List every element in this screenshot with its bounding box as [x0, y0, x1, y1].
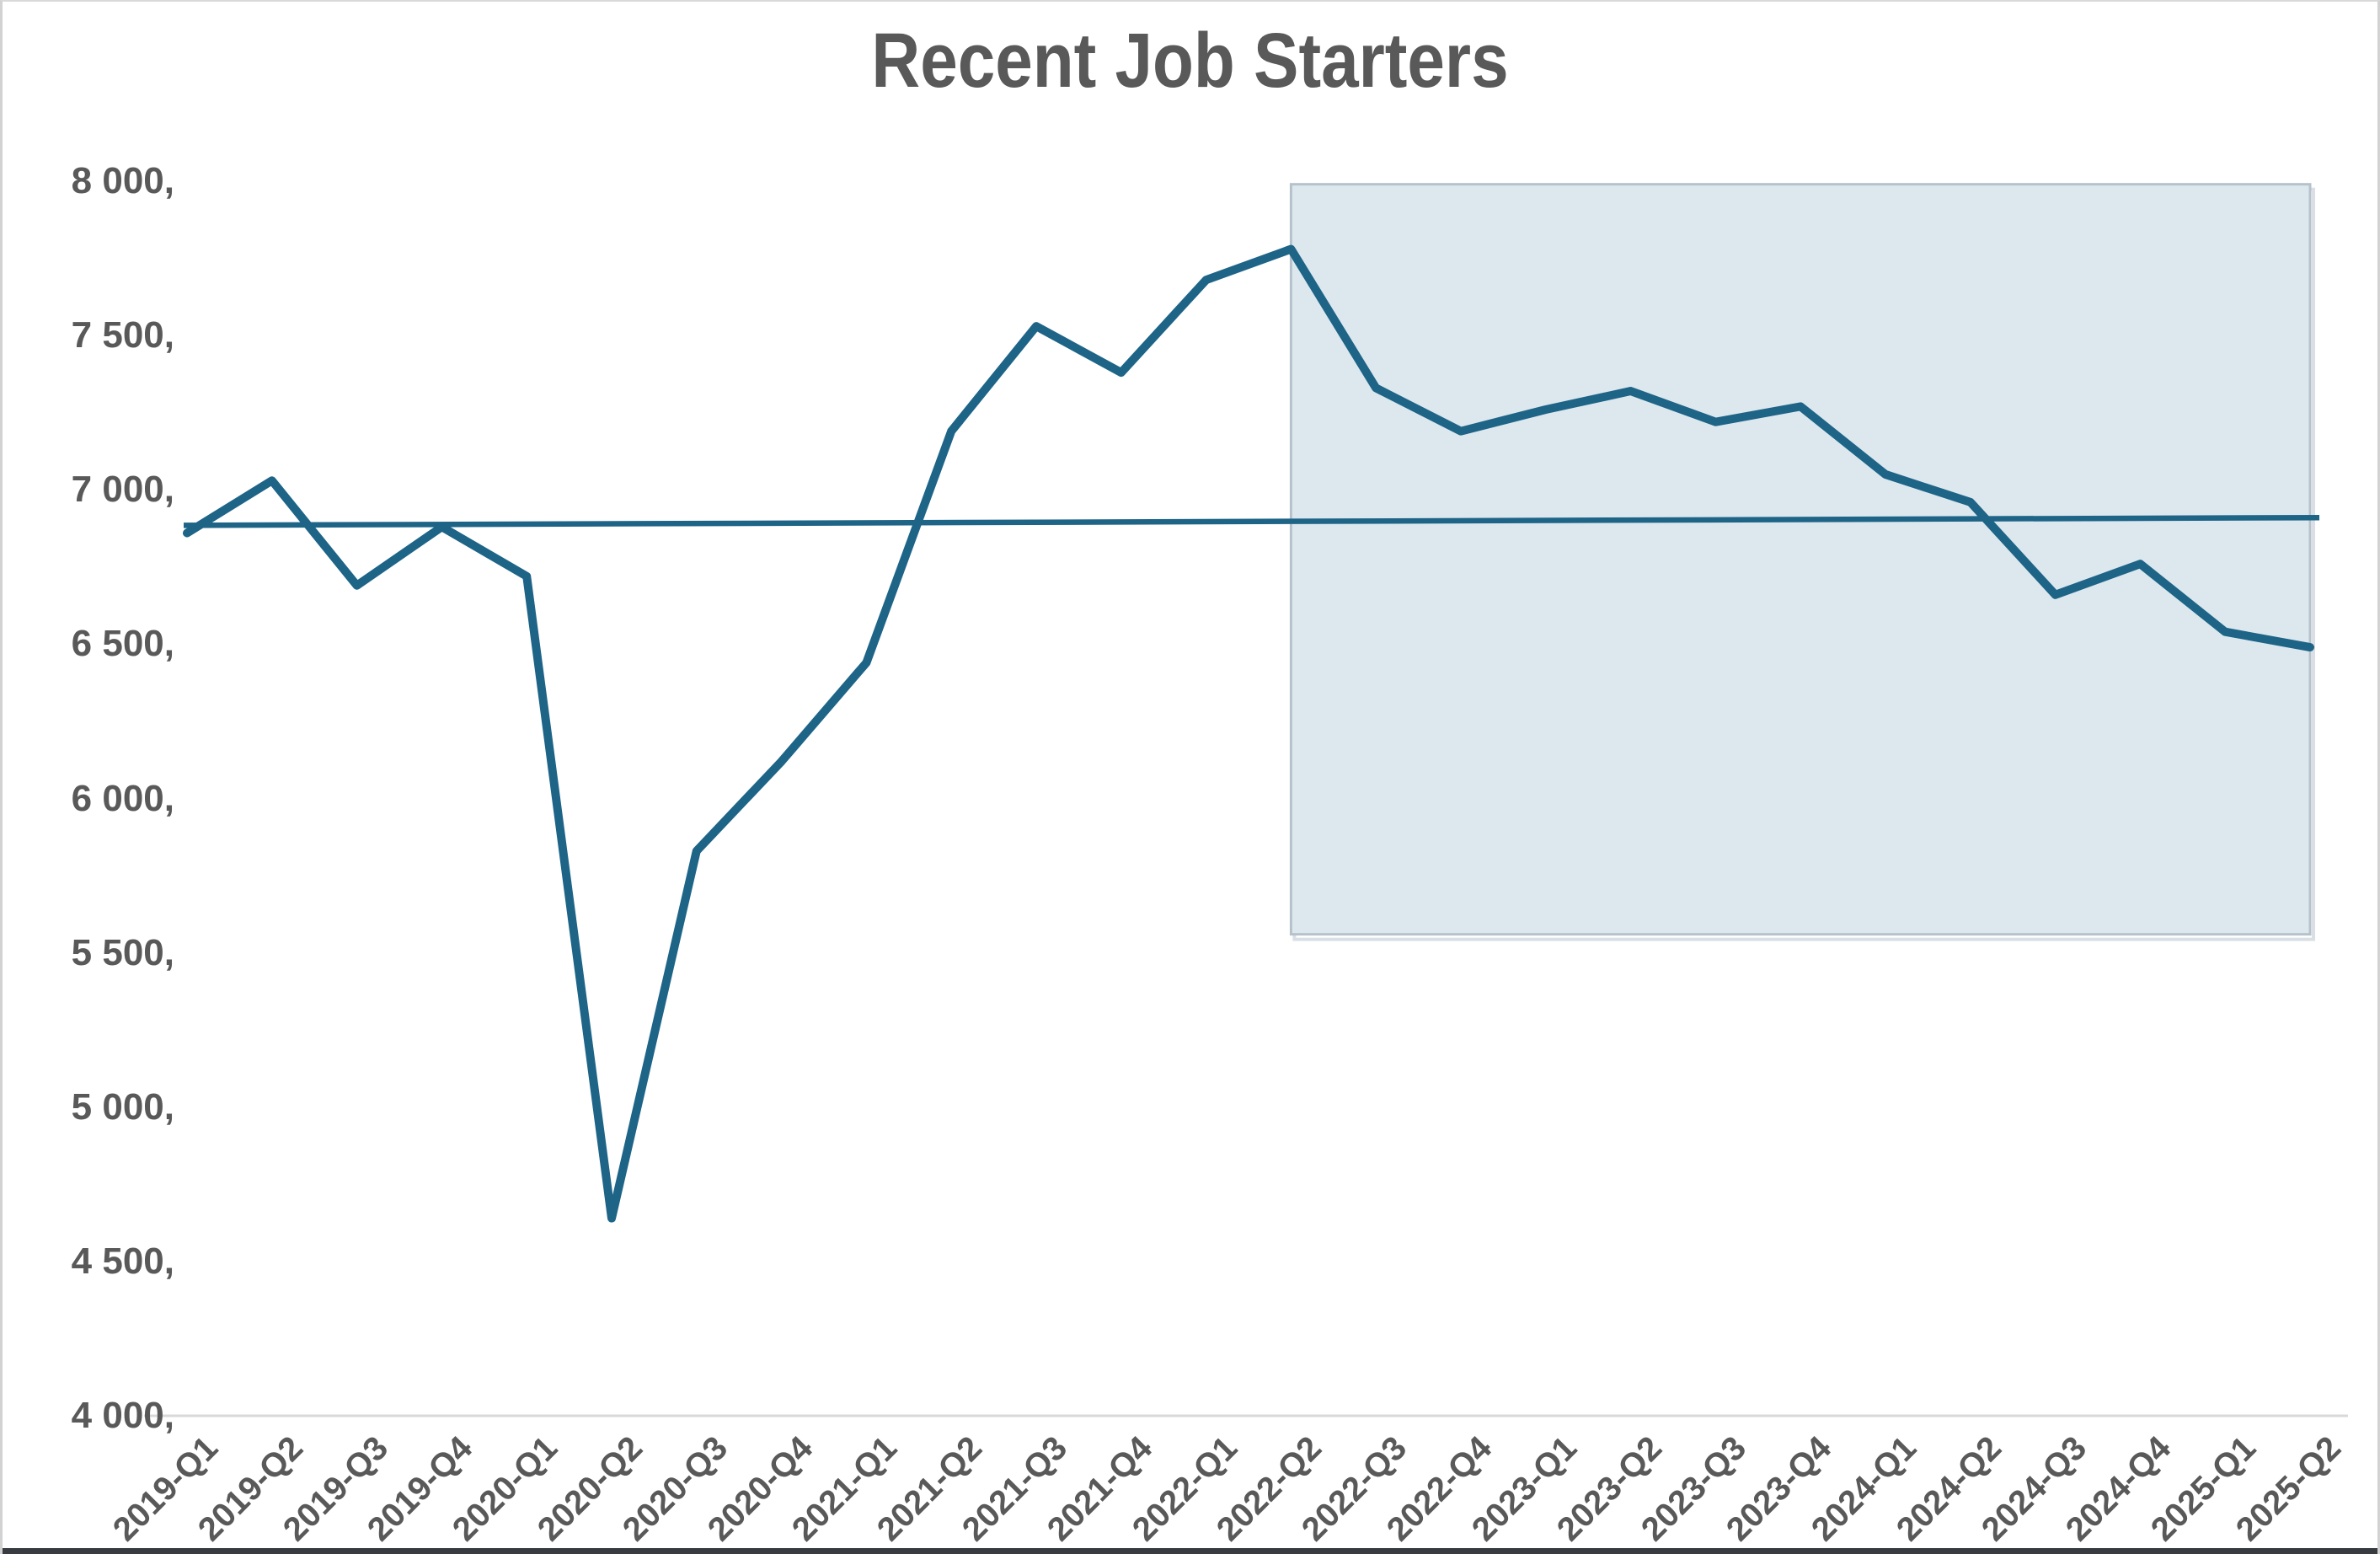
chart-plot-area — [144, 183, 2348, 1417]
trend-line — [183, 514, 2320, 528]
y-tick-label: 8 000, — [71, 160, 174, 201]
y-tick-label: 7 000, — [71, 469, 174, 511]
y-tick-label: 7 500, — [71, 314, 174, 356]
y-tick-label: 4 500, — [71, 1240, 174, 1282]
y-tick-label: 6 500, — [71, 623, 174, 665]
y-tick-label: 5 500, — [71, 931, 174, 973]
y-tick-label: 5 000, — [71, 1085, 174, 1128]
chart-title: Recent Job Starters — [871, 18, 1509, 104]
window-bottom-edge — [3, 1548, 2377, 1554]
series-line — [183, 244, 2314, 1223]
y-tick-label: 6 000, — [71, 777, 174, 819]
y-tick-label: 4 000, — [71, 1395, 174, 1436]
highlight-region — [1289, 183, 2312, 936]
